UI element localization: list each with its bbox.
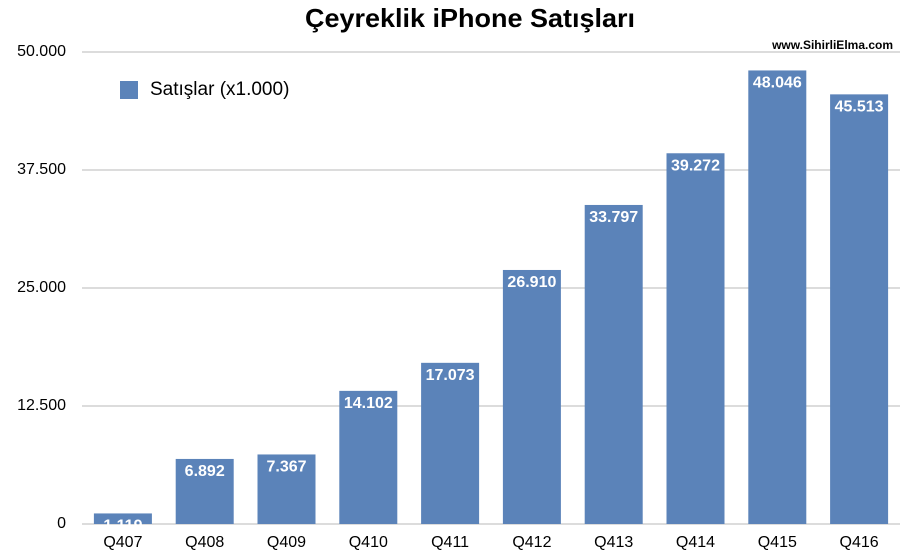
x-tick-label: Q411 [431,534,469,551]
x-tick-label: Q412 [512,534,551,551]
value-label: 1.119 [103,518,142,535]
x-tick-label: Q414 [676,534,715,551]
value-label: 14.102 [344,395,393,412]
legend-swatch [120,81,138,99]
value-label: 17.073 [426,367,475,384]
bar [257,454,316,524]
x-tick-label: Q409 [267,534,306,551]
x-tick-label: Q407 [103,534,142,551]
bar [93,513,152,524]
x-tick-label: Q416 [840,534,879,551]
y-tick-label: 0 [57,515,66,532]
bar [339,390,398,524]
value-label: 48.046 [753,75,802,92]
value-label: 33.797 [589,209,638,226]
chart-title: Çeyreklik iPhone Satışları [305,3,635,33]
bar [666,153,725,524]
source-note: www.SihirliElma.com [771,38,893,52]
value-label: 7.367 [266,459,306,476]
x-tick-label: Q408 [185,534,224,551]
legend-label: Satışlar (x1.000) [150,79,289,100]
bar [421,362,480,524]
y-tick-label: 37.500 [17,161,66,178]
x-tick-label: Q410 [349,534,388,551]
value-label: 26.910 [507,274,556,291]
x-tick-label: Q415 [758,534,797,551]
x-tick-label: Q413 [594,534,633,551]
value-label: 39.272 [671,157,720,174]
value-label: 45.513 [835,99,884,116]
y-tick-label: 12.500 [17,397,66,414]
y-tick-label: 50.000 [17,43,66,60]
bar [175,458,234,524]
y-tick-label: 25.000 [17,279,66,296]
bar [830,94,889,525]
bar [748,70,807,524]
bar [502,269,561,524]
bar [584,204,643,525]
value-label: 6.892 [185,463,225,480]
